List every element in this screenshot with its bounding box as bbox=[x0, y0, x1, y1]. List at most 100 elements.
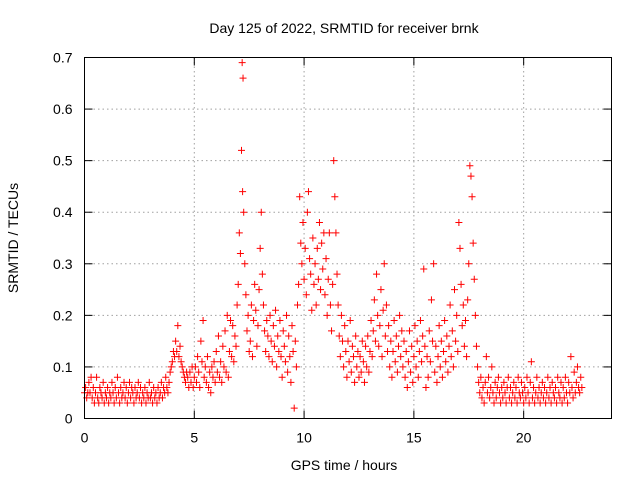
data-point bbox=[345, 358, 353, 366]
data-point bbox=[353, 363, 361, 371]
data-point bbox=[197, 337, 205, 345]
y-tick-label: 0.6 bbox=[53, 101, 73, 117]
data-point bbox=[261, 327, 269, 335]
data-point bbox=[205, 384, 213, 392]
data-point bbox=[238, 146, 246, 154]
data-point bbox=[288, 322, 296, 330]
data-point bbox=[423, 353, 431, 361]
data-point bbox=[433, 378, 441, 386]
data-point bbox=[445, 342, 453, 350]
data-point bbox=[141, 384, 149, 392]
data-point bbox=[93, 373, 101, 381]
data-point bbox=[157, 378, 165, 386]
data-point bbox=[319, 265, 327, 273]
data-point bbox=[420, 265, 428, 273]
data-point bbox=[411, 322, 419, 330]
data-point bbox=[431, 368, 439, 376]
data-point bbox=[259, 301, 267, 309]
data-point bbox=[414, 373, 422, 381]
data-point bbox=[401, 373, 409, 381]
data-point bbox=[299, 219, 307, 227]
data-point bbox=[427, 296, 435, 304]
data-point bbox=[176, 342, 184, 350]
data-point bbox=[275, 347, 283, 355]
data-point bbox=[429, 337, 437, 345]
data-point bbox=[400, 337, 408, 345]
data-point bbox=[436, 363, 444, 371]
data-point bbox=[223, 311, 231, 319]
data-point bbox=[323, 311, 331, 319]
data-point bbox=[444, 368, 452, 376]
data-point bbox=[410, 353, 418, 361]
data-point bbox=[224, 373, 232, 381]
data-point bbox=[277, 353, 285, 361]
x-tick-label: 15 bbox=[406, 430, 422, 446]
data-point bbox=[435, 322, 443, 330]
data-point bbox=[306, 255, 314, 263]
data-point bbox=[82, 384, 90, 392]
data-point bbox=[325, 229, 333, 237]
data-point bbox=[290, 404, 298, 412]
data-point bbox=[578, 384, 586, 392]
data-point bbox=[457, 280, 465, 288]
x-tick-labels: 0 5 10 15 20 bbox=[81, 430, 532, 446]
data-point bbox=[174, 322, 182, 330]
data-point bbox=[349, 353, 357, 361]
data-point bbox=[362, 342, 370, 350]
data-point bbox=[246, 337, 254, 345]
data-point bbox=[274, 332, 282, 340]
data-point bbox=[258, 270, 266, 278]
data-point bbox=[234, 280, 242, 288]
data-point bbox=[374, 311, 382, 319]
data-point bbox=[390, 317, 398, 325]
data-point bbox=[311, 260, 319, 268]
data-points bbox=[81, 59, 586, 412]
data-point bbox=[173, 347, 181, 355]
data-point bbox=[342, 347, 350, 355]
data-point bbox=[481, 378, 489, 386]
y-tick-label: 0.2 bbox=[53, 307, 73, 323]
data-point bbox=[206, 368, 214, 376]
data-point bbox=[422, 384, 430, 392]
data-point bbox=[487, 384, 495, 392]
data-point bbox=[419, 332, 427, 340]
data-point bbox=[293, 301, 301, 309]
data-point bbox=[494, 373, 502, 381]
data-point bbox=[348, 342, 356, 350]
data-point bbox=[335, 332, 343, 340]
data-point bbox=[388, 373, 396, 381]
y-tick-label: 0.5 bbox=[53, 153, 73, 169]
data-point bbox=[236, 249, 244, 257]
data-point bbox=[280, 342, 288, 350]
data-point bbox=[474, 363, 482, 371]
data-point bbox=[312, 301, 320, 309]
data-point bbox=[446, 301, 454, 309]
data-point bbox=[304, 188, 312, 196]
data-point bbox=[416, 317, 424, 325]
data-point bbox=[475, 378, 483, 386]
data-point bbox=[292, 363, 300, 371]
data-point bbox=[514, 373, 522, 381]
data-point bbox=[287, 378, 295, 386]
data-point bbox=[279, 327, 287, 335]
data-point bbox=[203, 353, 211, 361]
data-point bbox=[402, 347, 410, 355]
data-point bbox=[351, 378, 359, 386]
chart-title: Day 125 of 2022, SRMTID for receiver brn… bbox=[209, 20, 479, 36]
data-point bbox=[211, 378, 219, 386]
data-point bbox=[443, 332, 451, 340]
data-point bbox=[116, 399, 124, 407]
data-point bbox=[235, 229, 243, 237]
data-point bbox=[343, 373, 351, 381]
data-point bbox=[379, 306, 387, 314]
data-point bbox=[166, 368, 174, 376]
data-point bbox=[291, 337, 299, 345]
data-point bbox=[96, 384, 104, 392]
data-point bbox=[554, 373, 562, 381]
data-point bbox=[522, 394, 530, 402]
data-point bbox=[191, 363, 199, 371]
data-point bbox=[408, 342, 416, 350]
data-point bbox=[212, 347, 220, 355]
data-point bbox=[363, 363, 371, 371]
data-point bbox=[248, 353, 256, 361]
